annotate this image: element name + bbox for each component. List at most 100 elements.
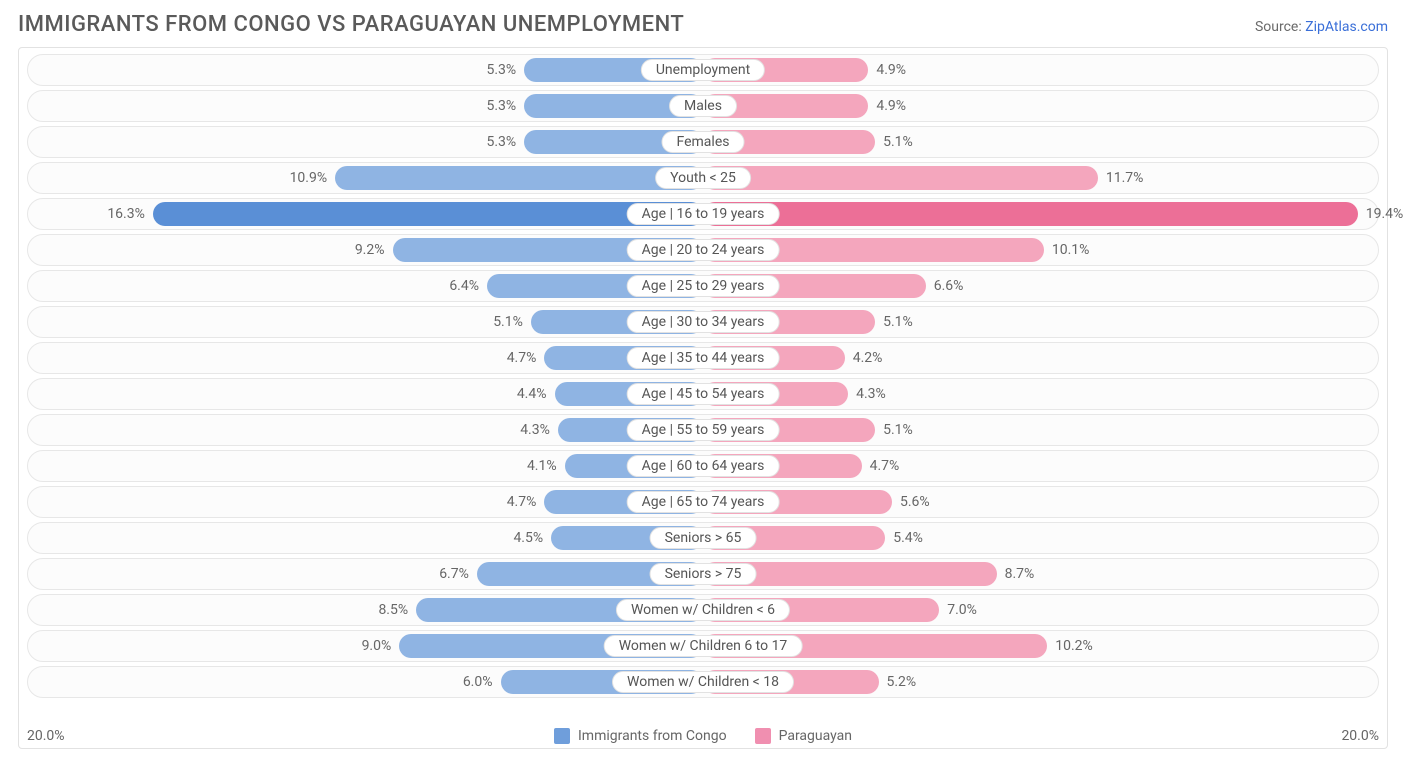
value-label-left: 6.7%	[439, 566, 469, 582]
bar-track-left: 4.7%	[28, 343, 703, 373]
header: IMMIGRANTS FROM CONGO VS PARAGUAYAN UNEM…	[18, 12, 1388, 37]
bar-left	[153, 202, 703, 226]
bar-track-left: 10.9%	[28, 163, 703, 193]
chart-row: 6.0% 5.2% Women w/ Children < 18	[27, 666, 1379, 698]
legend-item-left: Immigrants from Congo	[554, 728, 727, 744]
bar-track-left: 5.3%	[28, 127, 703, 157]
chart-row: 6.7% 8.7% Seniors > 75	[27, 558, 1379, 590]
bar-track-left: 5.1%	[28, 307, 703, 337]
value-label-right: 10.2%	[1055, 638, 1093, 654]
bar-left	[335, 166, 703, 190]
value-label-left: 4.3%	[520, 422, 550, 438]
value-label-left: 9.0%	[362, 638, 392, 654]
bar-track-left: 16.3%	[28, 199, 703, 229]
value-label-left: 8.5%	[378, 602, 408, 618]
value-label-left: 4.7%	[507, 494, 537, 510]
category-label: Age | 35 to 44 years	[627, 347, 780, 369]
category-label: Women w/ Children < 6	[616, 599, 790, 621]
value-label-right: 5.1%	[883, 422, 913, 438]
value-label-right: 7.0%	[947, 602, 977, 618]
value-label-right: 4.3%	[856, 386, 886, 402]
legend: Immigrants from Congo Paraguayan	[554, 728, 852, 744]
chart-row: 9.0% 10.2% Women w/ Children 6 to 17	[27, 630, 1379, 662]
chart-row: 6.4% 6.6% Age | 25 to 29 years	[27, 270, 1379, 302]
legend-label-left: Immigrants from Congo	[578, 728, 727, 744]
bar-right	[703, 202, 1358, 226]
chart-row: 5.1%5.1%Age | 30 to 34 years	[27, 306, 1379, 338]
bar-track-right: 5.4%	[703, 523, 1378, 553]
category-label: Age | 30 to 34 years	[627, 311, 780, 333]
bar-track-right: 8.7%	[703, 559, 1378, 589]
value-label-left: 6.0%	[463, 674, 493, 690]
value-label-left: 4.4%	[517, 386, 547, 402]
bar-track-left: 9.2%	[28, 235, 703, 265]
chart-footer: 20.0% Immigrants from Congo Paraguayan 2…	[27, 728, 1379, 744]
bar-track-right: 4.3%	[703, 379, 1378, 409]
legend-swatch-right-icon	[755, 728, 771, 744]
value-label-left: 10.9%	[290, 170, 328, 186]
value-label-right: 5.4%	[893, 530, 923, 546]
category-label: Age | 20 to 24 years	[627, 239, 780, 261]
category-label: Age | 55 to 59 years	[627, 419, 780, 441]
bar-track-left: 4.3%	[28, 415, 703, 445]
category-label: Seniors > 75	[650, 563, 757, 585]
category-label: Women w/ Children 6 to 17	[604, 635, 803, 657]
bar-track-right: 10.2%	[703, 631, 1378, 661]
category-label: Age | 65 to 74 years	[627, 491, 780, 513]
bar-track-left: 8.5%	[28, 595, 703, 625]
value-label-right: 10.1%	[1052, 242, 1090, 258]
bar-track-left: 6.7%	[28, 559, 703, 589]
chart-row: 8.5% 7.0% Women w/ Children < 6	[27, 594, 1379, 626]
bar-track-right: 4.9%	[703, 55, 1378, 85]
source-link[interactable]: ZipAtlas.com	[1305, 19, 1388, 35]
bar-track-right: 11.7%	[703, 163, 1378, 193]
value-label-left: 4.5%	[513, 530, 543, 546]
bar-track-right: 7.0%	[703, 595, 1378, 625]
category-label: Age | 60 to 64 years	[627, 455, 780, 477]
value-label-right: 6.6%	[934, 278, 964, 294]
value-label-left: 5.3%	[486, 62, 516, 78]
category-label: Women w/ Children < 18	[612, 671, 794, 693]
bar-track-left: 6.4%	[28, 271, 703, 301]
chart-row: 4.7%4.2%Age | 35 to 44 years	[27, 342, 1379, 374]
axis-max-right: 20.0%	[1341, 728, 1379, 744]
source-attribution: Source: ZipAtlas.com	[1255, 19, 1388, 35]
axis-max-left: 20.0%	[27, 728, 65, 744]
bar-track-right: 4.7%	[703, 451, 1378, 481]
legend-item-right: Paraguayan	[755, 728, 852, 744]
category-label: Males	[669, 95, 737, 117]
bar-track-left: 4.5%	[28, 523, 703, 553]
value-label-left: 4.1%	[527, 458, 557, 474]
bar-track-left: 5.3%	[28, 55, 703, 85]
category-label: Females	[662, 131, 745, 153]
chart-row: 4.7%5.6%Age | 65 to 74 years	[27, 486, 1379, 518]
value-label-right: 11.7%	[1106, 170, 1144, 186]
bar-track-left: 6.0%	[28, 667, 703, 697]
chart-title: IMMIGRANTS FROM CONGO VS PARAGUAYAN UNEM…	[18, 12, 684, 37]
chart-row: 4.3% 5.1% Age | 55 to 59 years	[27, 414, 1379, 446]
bar-right	[703, 166, 1098, 190]
bar-track-left: 4.7%	[28, 487, 703, 517]
value-label-right: 19.4%	[1366, 206, 1404, 222]
value-label-left: 5.3%	[486, 98, 516, 114]
value-label-right: 8.7%	[1005, 566, 1035, 582]
value-label-right: 5.2%	[887, 674, 917, 690]
chart-row: 10.9% 11.7% Youth < 25	[27, 162, 1379, 194]
chart-row: 4.4% 4.3% Age | 45 to 54 years	[27, 378, 1379, 410]
bar-track-left: 4.1%	[28, 451, 703, 481]
value-label-left: 6.4%	[449, 278, 479, 294]
category-label: Age | 16 to 19 years	[627, 203, 780, 225]
legend-label-right: Paraguayan	[779, 728, 852, 744]
category-label: Age | 25 to 29 years	[627, 275, 780, 297]
category-label: Age | 45 to 54 years	[627, 383, 780, 405]
chart-row: 4.1% 4.7%Age | 60 to 64 years	[27, 450, 1379, 482]
chart-row: 5.3%4.9%Males	[27, 90, 1379, 122]
bar-track-right: 5.1%	[703, 127, 1378, 157]
category-label: Youth < 25	[655, 167, 751, 189]
bar-track-right: 19.4%	[703, 199, 1378, 229]
chart-plot-area: 5.3%4.9%Unemployment5.3%4.9%Males5.3%5.1…	[18, 47, 1388, 749]
bar-track-right: 5.1%	[703, 307, 1378, 337]
bar-track-left: 5.3%	[28, 91, 703, 121]
value-label-left: 5.1%	[493, 314, 523, 330]
chart-row: 9.2% 10.1% Age | 20 to 24 years	[27, 234, 1379, 266]
